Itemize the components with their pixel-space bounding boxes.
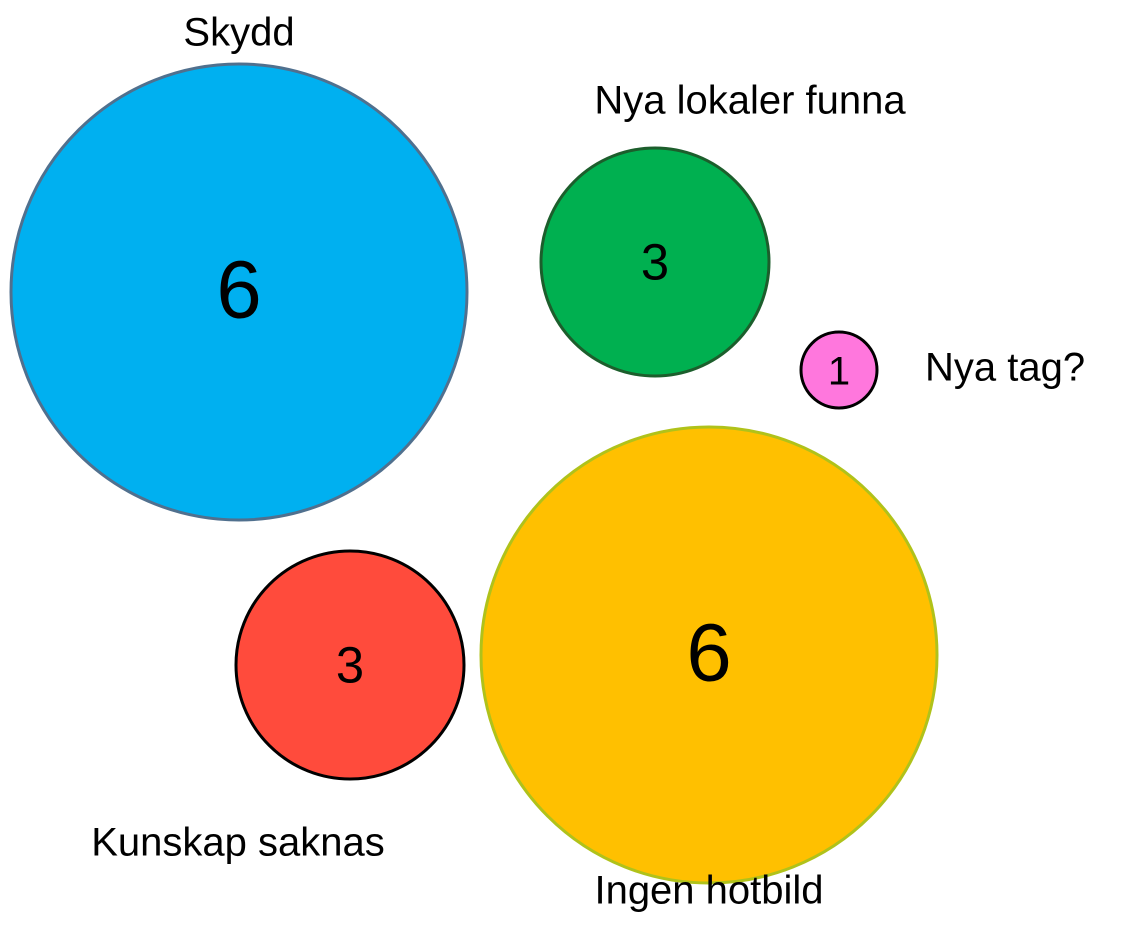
bubble-label: Kunskap saknas [91,821,385,865]
bubble-value: 3 [336,636,364,693]
bubble-label: Nya lokaler funna [594,79,906,123]
bubble-label: Ingen hotbild [594,869,823,913]
bubble-value: 1 [828,350,850,394]
bubble-value: 3 [641,233,669,290]
bubble [799,330,879,410]
bubble [539,146,771,378]
bubble [479,425,939,885]
bubble [9,62,469,522]
bubble-value: 6 [686,608,731,699]
bubble-label: Skydd [183,11,294,55]
bubble-label: Nya tag? [925,346,1085,390]
bubble-value: 6 [216,245,261,336]
bubble [234,549,466,781]
